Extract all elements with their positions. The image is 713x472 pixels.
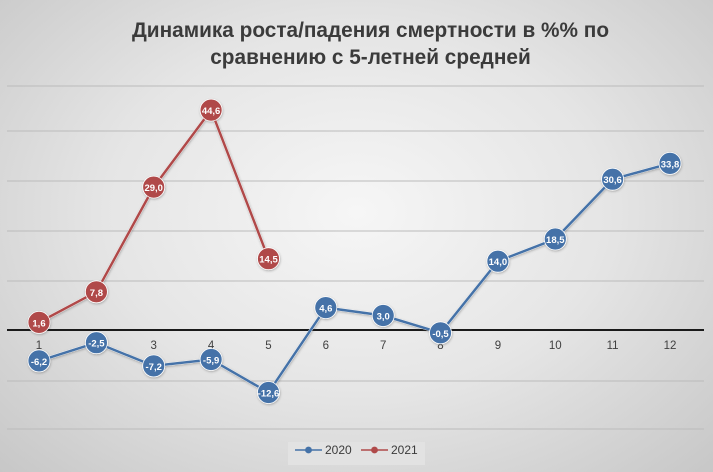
svg-text:11: 11 [607, 340, 619, 352]
svg-text:9: 9 [495, 340, 501, 352]
svg-text:6: 6 [323, 340, 329, 352]
svg-text:-12,6: -12,6 [258, 389, 280, 400]
svg-text:12: 12 [664, 340, 677, 352]
svg-text:14,0: 14,0 [489, 257, 508, 268]
svg-text:-7,2: -7,2 [146, 362, 162, 373]
svg-text:-0,5: -0,5 [432, 329, 449, 340]
svg-text:4,6: 4,6 [319, 304, 332, 315]
svg-text:18,5: 18,5 [546, 235, 565, 246]
svg-text:33,8: 33,8 [661, 159, 680, 170]
svg-text:3,0: 3,0 [377, 312, 390, 323]
svg-text:10: 10 [549, 340, 562, 352]
svg-text:2021: 2021 [391, 443, 418, 457]
svg-text:-2,5: -2,5 [88, 339, 105, 350]
svg-text:7,8: 7,8 [90, 288, 103, 299]
svg-text:14,5: 14,5 [259, 255, 278, 266]
svg-text:29,0: 29,0 [144, 183, 163, 194]
svg-text:3: 3 [150, 340, 156, 352]
svg-text:7: 7 [380, 340, 386, 352]
svg-text:1,6: 1,6 [32, 318, 45, 329]
svg-text:30,6: 30,6 [603, 175, 622, 186]
svg-text:5: 5 [265, 340, 271, 352]
svg-text:-5,9: -5,9 [203, 356, 219, 367]
svg-text:44,6: 44,6 [202, 106, 221, 117]
svg-text:-6,2: -6,2 [31, 357, 47, 368]
svg-text:2020: 2020 [325, 443, 352, 457]
